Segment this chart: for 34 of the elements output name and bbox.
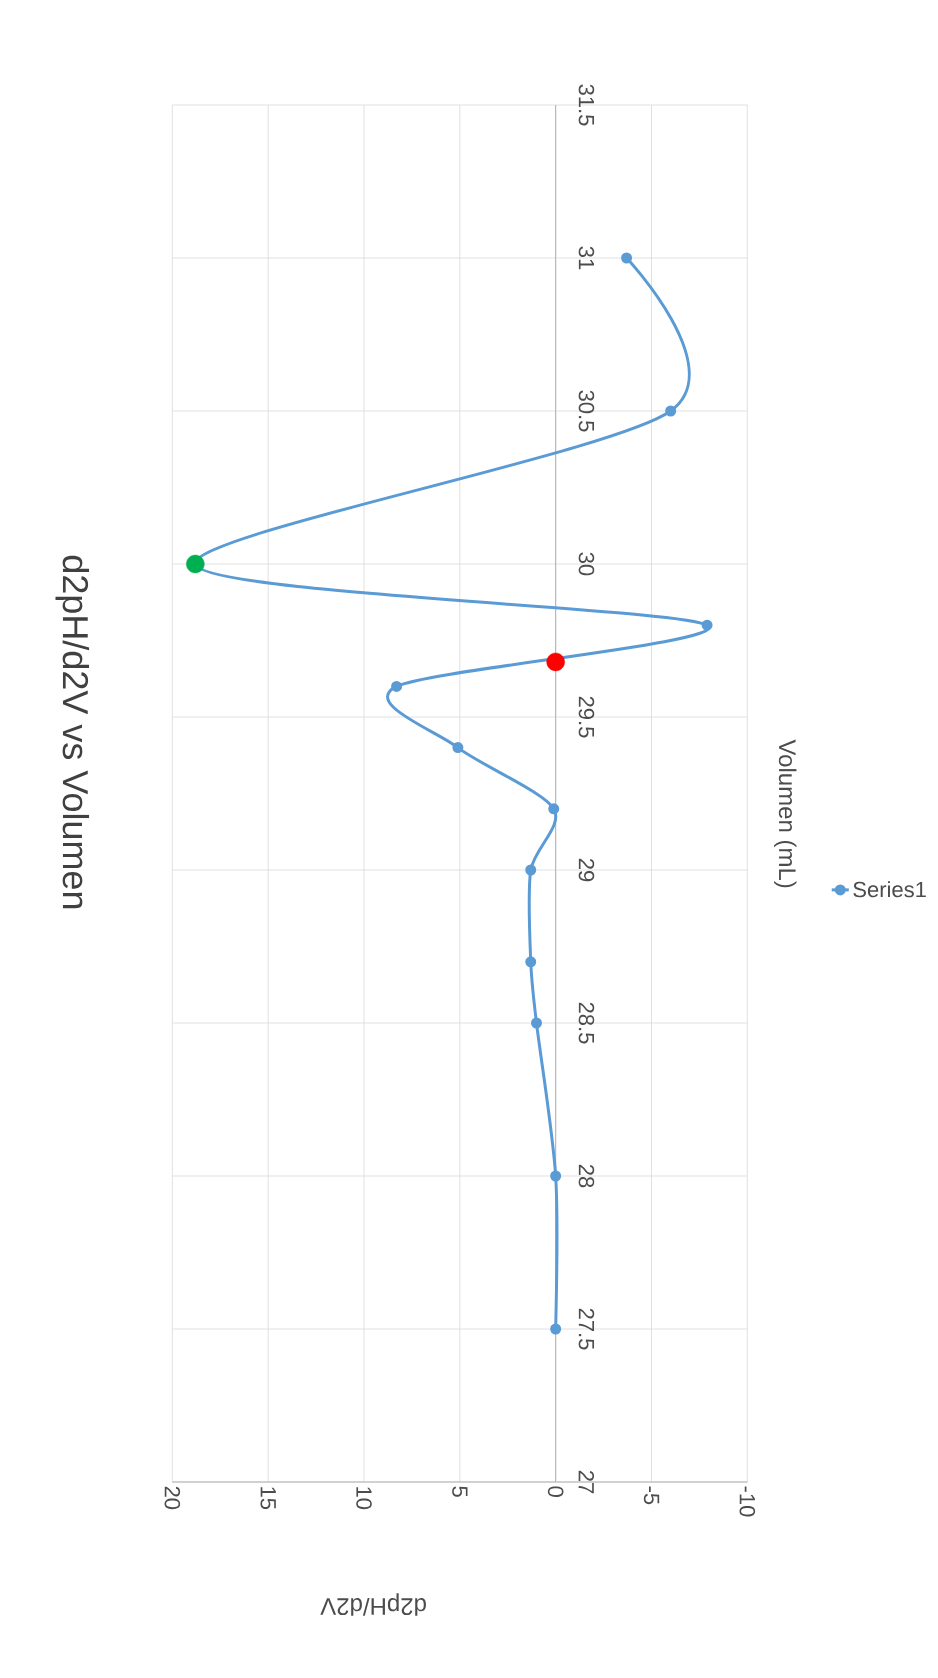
y-tick-label: 30.5	[578, 390, 595, 432]
x-tick-label: 0	[547, 1486, 564, 1497]
y-tick-label: 27.5	[578, 1308, 595, 1350]
point	[665, 405, 676, 417]
y-tick-label: 29	[578, 858, 595, 882]
point	[185, 554, 205, 574]
x-tick-label: -5	[643, 1486, 660, 1505]
x-tick-label: 10	[356, 1487, 372, 1510]
y-axis-title: Volumen (mL)	[773, 739, 797, 888]
text: d2pH/d2V vs Volumen	[55, 555, 89, 909]
point	[701, 619, 713, 631]
y-tick-label: 31.5	[578, 84, 595, 126]
y-tick-label: 28.5	[578, 1002, 595, 1044]
point	[530, 1017, 542, 1029]
point	[452, 742, 464, 754]
y-tick-label: 30	[578, 552, 595, 576]
point	[620, 252, 632, 264]
point	[548, 803, 560, 815]
point	[390, 680, 402, 692]
point	[546, 652, 565, 672]
x-tick-label: 15	[260, 1487, 276, 1510]
legend-label: Series1	[853, 881, 926, 898]
x-tick-label: 20	[164, 1486, 180, 1510]
y-tick-label: 28	[578, 1164, 595, 1188]
x-axis-title: d2pH/d2V	[320, 1593, 426, 1616]
point	[550, 1170, 561, 1182]
y-tick-label: 27	[578, 1470, 594, 1494]
x-tick-label: 5	[451, 1486, 468, 1497]
point	[525, 956, 537, 968]
y-tick-label: 31	[578, 246, 595, 270]
point	[525, 864, 537, 876]
point	[550, 1323, 561, 1335]
y-tick-label: 29.5	[578, 696, 595, 738]
x-tick-label: -10	[739, 1486, 755, 1517]
